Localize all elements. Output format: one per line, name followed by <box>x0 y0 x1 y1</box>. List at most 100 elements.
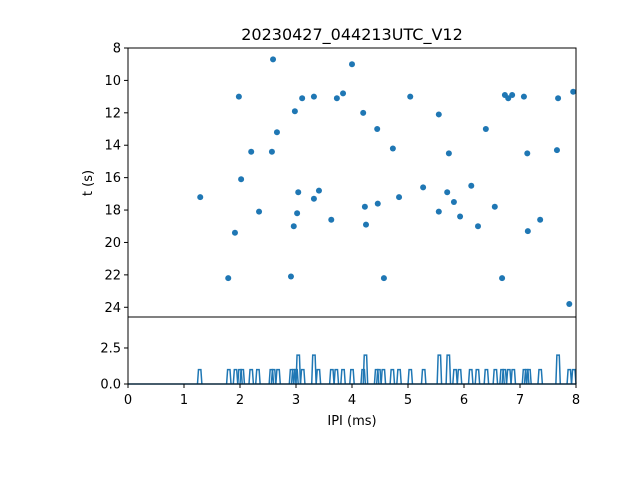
x-tick-label: 2 <box>236 393 244 408</box>
scatter-point <box>268 148 275 155</box>
scatter-point <box>520 93 527 100</box>
scatter-point <box>566 301 573 308</box>
scatter-point <box>445 150 452 157</box>
histogram-bar <box>362 354 369 385</box>
y-tick-label: 16 <box>104 171 121 186</box>
scatter-point <box>374 126 381 133</box>
histogram-bar <box>407 368 414 385</box>
histogram-bar <box>275 368 282 385</box>
scatter-point <box>499 275 506 282</box>
scatter-point <box>295 189 302 196</box>
y-tick-label: 12 <box>104 106 121 121</box>
scatter-point <box>553 147 560 154</box>
histogram-bar <box>420 368 427 385</box>
scatter-point <box>468 182 475 189</box>
scatter-point <box>231 229 238 236</box>
scatter-point <box>287 273 294 280</box>
histogram-bar <box>570 368 577 385</box>
scatter-point <box>361 203 368 210</box>
histogram-bar <box>499 368 506 385</box>
histogram-bar <box>270 368 277 385</box>
y-tick-label: 14 <box>104 139 121 154</box>
histogram-bar <box>349 368 355 385</box>
x-tick-label: 0 <box>124 393 132 408</box>
chart-title: 20230427_044213UTC_V12 <box>241 25 463 45</box>
histogram-bar <box>566 368 573 385</box>
histogram-frame <box>127 316 577 385</box>
scatter-point <box>570 88 577 95</box>
histogram-bar <box>526 368 532 385</box>
histogram-bar <box>445 354 452 385</box>
x-tick-label: 3 <box>292 393 300 408</box>
scatter-point <box>299 95 306 102</box>
scatter-frame <box>127 47 577 318</box>
histogram-bar <box>521 368 528 385</box>
histogram-bar <box>232 368 239 385</box>
scatter-point <box>328 216 335 223</box>
histogram-bar <box>373 368 380 385</box>
scatter-point <box>380 275 387 282</box>
histogram-bar <box>295 354 302 385</box>
scatter-point <box>555 95 562 102</box>
histogram-bar <box>268 368 275 385</box>
scatter-point <box>475 223 481 230</box>
histogram-bar <box>523 368 530 385</box>
histogram-bar <box>492 368 499 385</box>
histogram-bar <box>456 368 463 385</box>
scatter-point <box>270 56 277 63</box>
x-tick-label: 6 <box>460 393 468 408</box>
scatter-point <box>349 61 355 68</box>
scatter-point <box>290 223 297 230</box>
x-tick-label: 1 <box>180 393 188 408</box>
scatter-point <box>491 203 498 210</box>
histogram-axes <box>128 354 577 385</box>
scatter-point <box>450 198 457 205</box>
histogram-bar <box>333 368 340 385</box>
x-tick-label: 8 <box>572 393 580 408</box>
scatter-point <box>537 216 544 223</box>
scatter-point <box>294 210 301 217</box>
scatter-point <box>420 184 427 191</box>
y-tick-label: 2.5 <box>100 341 121 356</box>
histogram-bar <box>237 368 243 385</box>
histogram-bar <box>225 368 232 385</box>
scatter-point <box>273 129 280 136</box>
scatter-point <box>374 200 381 207</box>
histogram-bar <box>396 368 402 385</box>
histogram-bar <box>474 368 481 385</box>
x-tick-label: 5 <box>404 393 412 408</box>
histogram-bar <box>537 368 544 385</box>
scatter-point <box>389 145 396 152</box>
histogram-bar <box>196 368 203 385</box>
scatter-point <box>315 187 322 194</box>
scatter-point <box>482 126 489 133</box>
scatter-point <box>256 208 263 215</box>
histogram-bar <box>375 368 382 385</box>
scatter-point <box>340 90 347 97</box>
histogram-bar <box>380 368 387 385</box>
scatter-point <box>435 208 442 215</box>
y-tick-label: 22 <box>104 268 121 283</box>
histogram-bar <box>436 354 443 385</box>
scatter-point <box>360 109 367 116</box>
histogram-bar <box>328 368 335 385</box>
histogram-bar <box>389 368 396 385</box>
histogram-bar <box>239 368 246 385</box>
scatter-point <box>291 108 298 115</box>
histogram-bar <box>555 354 562 385</box>
y-tick-label: 10 <box>104 74 121 89</box>
x-tick-label: 4 <box>348 393 356 408</box>
y-tick-label: 8 <box>113 42 121 57</box>
histogram-bar <box>310 354 317 385</box>
scatter-point <box>310 195 317 202</box>
scatter-point <box>524 228 531 235</box>
histogram-bar <box>467 368 474 385</box>
y-axis-label: t (s) <box>81 170 96 196</box>
scatter-point <box>197 194 204 201</box>
scatter-point <box>444 189 451 196</box>
histogram-bar <box>505 368 512 385</box>
scatter-point <box>235 93 242 100</box>
histogram-bar <box>340 368 346 385</box>
scatter-point <box>407 93 414 100</box>
